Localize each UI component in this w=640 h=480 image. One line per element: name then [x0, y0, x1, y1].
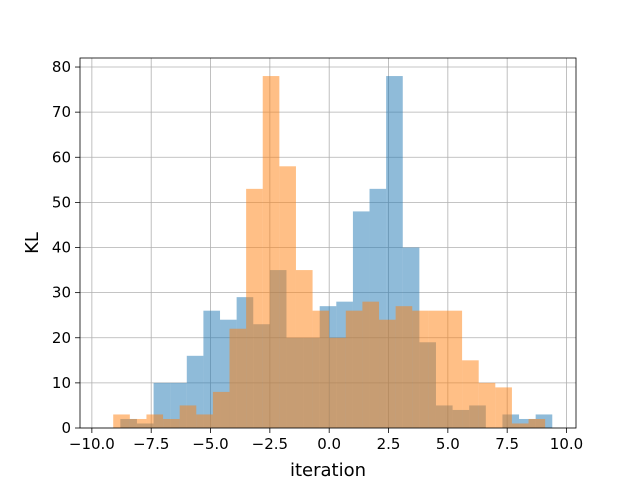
x-axis-label: iteration — [290, 460, 366, 480]
axis-ticks: −10.0 −7.5 −5.0 −2.5 0.0 2.5 5.0 7.5 10.0 0 10 20 30… — [52, 58, 583, 453]
histogram-bar — [462, 360, 479, 428]
histogram-bar — [262, 76, 280, 429]
histogram-bar — [196, 414, 213, 428]
y-tick-label: 30 — [52, 284, 71, 302]
histogram-bars — [113, 76, 553, 429]
y-tick-label: 60 — [52, 148, 71, 166]
histogram-bar — [146, 414, 164, 428]
histogram-bar — [511, 423, 529, 428]
histogram-bar — [312, 310, 330, 428]
y-tick-label: 70 — [52, 103, 71, 121]
histogram-bar — [113, 414, 130, 428]
y-tick-label: 50 — [52, 193, 71, 211]
histogram-bar — [212, 391, 230, 428]
x-tick-label: 5.0 — [436, 435, 460, 453]
y-tick-label: 20 — [52, 329, 71, 347]
histogram-bar — [395, 306, 413, 428]
histogram-bar — [478, 382, 496, 428]
histogram-bar — [412, 310, 429, 428]
y-tick-label: 40 — [52, 239, 71, 257]
histogram-bar — [528, 418, 546, 428]
histogram-bar — [295, 270, 313, 428]
y-tick-label: 10 — [52, 374, 71, 392]
y-tick-label: 80 — [52, 58, 71, 76]
x-tick-label: 7.5 — [495, 435, 519, 453]
x-tick-label: −10.0 — [69, 435, 115, 453]
histogram-series — [113, 76, 546, 429]
histogram-bar — [179, 405, 197, 428]
histogram-bar — [279, 166, 296, 429]
histogram-bar — [345, 310, 363, 428]
histogram-bar — [329, 337, 346, 428]
x-tick-label: 2.5 — [377, 435, 401, 453]
histogram-bar — [163, 418, 180, 428]
y-axis-label: KL — [22, 232, 43, 254]
histogram-bar — [495, 387, 512, 428]
histogram-bar — [428, 310, 446, 428]
x-tick-label: 0.0 — [317, 435, 341, 453]
y-tick-label: 0 — [61, 419, 71, 437]
histogram-bar — [229, 328, 247, 428]
histogram-bar — [246, 188, 263, 428]
x-tick-label: −5.0 — [192, 435, 228, 453]
histogram-bar — [129, 418, 147, 428]
histogram-bar — [362, 301, 380, 428]
x-tick-label: 10.0 — [550, 435, 583, 453]
plot-frame — [79, 57, 577, 429]
x-tick-label: −2.5 — [252, 435, 288, 453]
histogram-bar — [379, 319, 396, 428]
histogram-bar — [445, 310, 463, 428]
x-tick-label: −7.5 — [133, 435, 169, 453]
